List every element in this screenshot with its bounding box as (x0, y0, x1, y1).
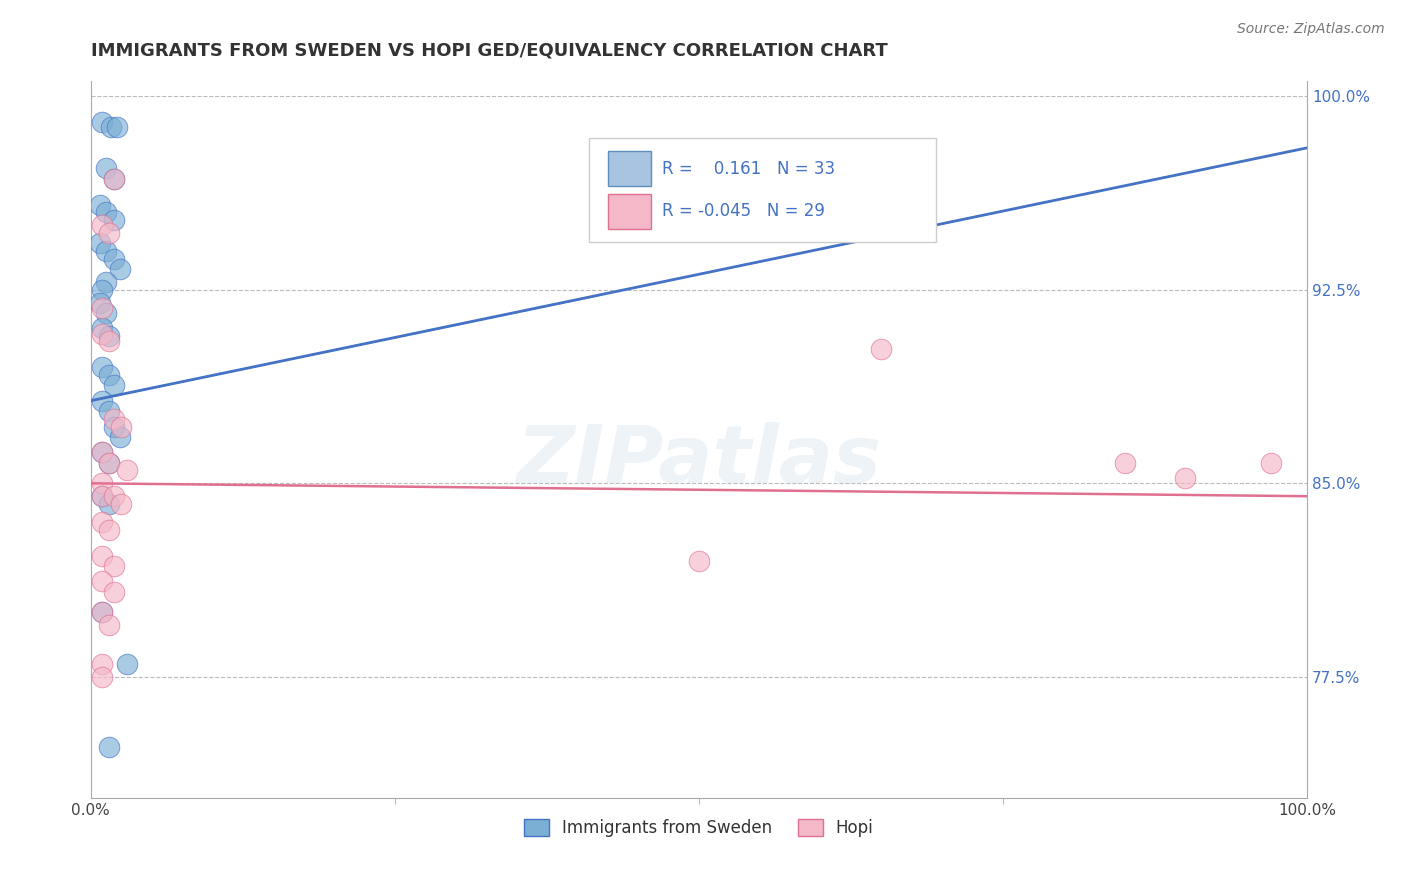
Point (97, 334, 120, 349)
Text: R = -0.045   N = 29: R = -0.045 N = 29 (662, 202, 825, 220)
Point (90, 219, 112, 233)
Point (103, 584, 125, 599)
Point (103, 171, 125, 186)
Point (90, 574, 112, 589)
Point (103, 419, 125, 434)
Point (96, 161, 118, 176)
Point (90, 549, 112, 563)
Point (108, 262, 131, 277)
Point (97, 329, 120, 343)
Point (97, 456, 120, 470)
Point (90, 445, 112, 459)
Point (688, 554, 710, 568)
Point (89, 295, 111, 310)
Point (90, 657, 112, 671)
Text: ZIPatlas: ZIPatlas (516, 422, 882, 500)
Point (103, 489, 125, 503)
Point (103, 252, 125, 266)
Point (90, 115, 112, 129)
Point (89, 236, 111, 251)
Point (90, 301, 112, 315)
Point (97, 226, 120, 240)
Point (103, 412, 125, 426)
Point (96, 275, 118, 289)
Point (90, 445, 112, 459)
Point (110, 419, 132, 434)
FancyBboxPatch shape (589, 138, 936, 242)
Point (97, 618, 120, 632)
Point (96, 244, 118, 258)
Text: IMMIGRANTS FROM SWEDEN VS HOPI GED/EQUIVALENCY CORRELATION CHART: IMMIGRANTS FROM SWEDEN VS HOPI GED/EQUIV… (90, 42, 887, 60)
Point (90, 670, 112, 684)
Point (90, 321, 112, 335)
Point (90, 515, 112, 529)
Point (90, 489, 112, 503)
FancyBboxPatch shape (607, 152, 651, 186)
Point (115, 463, 138, 477)
Point (97, 456, 120, 470)
Point (90, 605, 112, 619)
Point (90, 605, 112, 619)
Point (96, 205, 118, 219)
Point (97, 404, 120, 418)
Point (90, 489, 112, 503)
Point (96, 306, 118, 320)
Text: Source: ZipAtlas.com: Source: ZipAtlas.com (1237, 22, 1385, 37)
Point (97, 368, 120, 382)
Text: R =    0.161   N = 33: R = 0.161 N = 33 (662, 160, 835, 178)
Point (90, 283, 112, 297)
Point (103, 171, 125, 186)
Point (1114, 456, 1136, 470)
Point (90, 360, 112, 375)
Point (97, 739, 120, 754)
Point (103, 213, 125, 227)
FancyBboxPatch shape (607, 194, 651, 229)
Point (115, 657, 138, 671)
Point (97, 523, 120, 537)
Point (90, 393, 112, 408)
Point (103, 558, 125, 573)
Point (1260, 456, 1282, 470)
Legend: Immigrants from Sweden, Hopi: Immigrants from Sweden, Hopi (517, 812, 880, 844)
Point (105, 120, 128, 135)
Point (100, 120, 122, 135)
Point (89, 197, 111, 211)
Point (103, 378, 125, 392)
Y-axis label: GED/Equivalency: GED/Equivalency (0, 368, 8, 510)
Point (110, 497, 132, 511)
Point (108, 430, 131, 444)
Point (1174, 471, 1197, 485)
Point (90, 476, 112, 491)
Point (870, 342, 893, 356)
Point (97, 497, 120, 511)
Point (90, 326, 112, 341)
